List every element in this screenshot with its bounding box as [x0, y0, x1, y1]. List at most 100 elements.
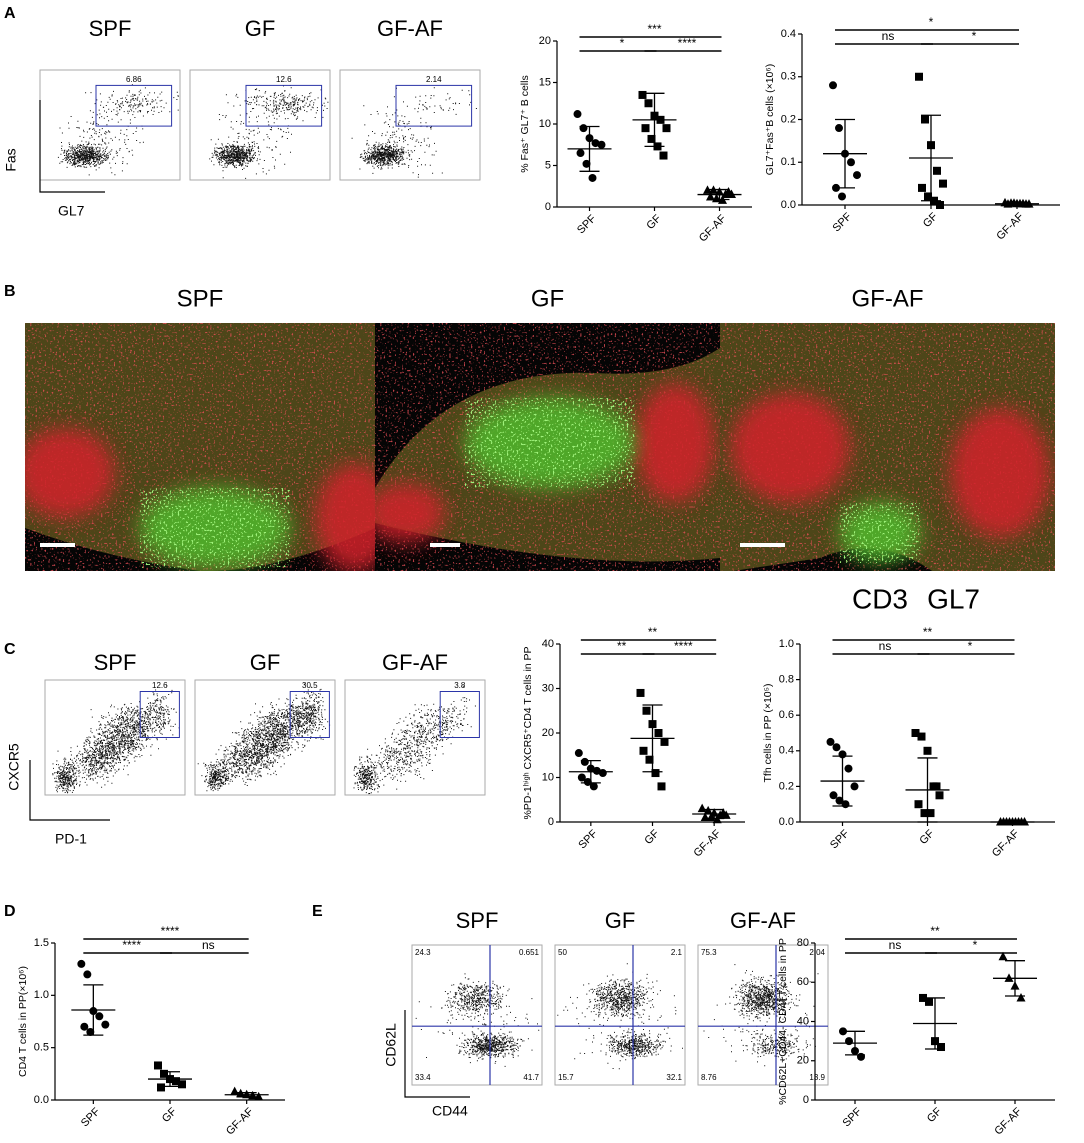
axis-bracket: [39, 100, 105, 193]
events: 3.8: [353, 681, 480, 795]
x-tick-label: GF-AF: [992, 1105, 1024, 1137]
data-point: [844, 764, 853, 773]
gate-value: 12.6: [152, 681, 168, 690]
y-tick-label: 60: [797, 976, 809, 988]
y-tick-label: 0.0: [779, 816, 794, 828]
gate-value: 3.8: [454, 681, 466, 690]
x-tick-label: GF: [917, 827, 936, 846]
significance-label: *: [620, 36, 625, 50]
micrograph: [375, 323, 720, 571]
y-tick-label: 20: [542, 727, 554, 739]
y-tick-label: 0.0: [34, 1094, 49, 1106]
data-point: [592, 766, 601, 775]
y-tick-label: 0.8: [779, 674, 794, 686]
micrograph: [25, 323, 375, 571]
cd3-zone: [375, 483, 445, 543]
data-point: [706, 192, 715, 201]
data-point: [1004, 973, 1014, 982]
image-title: GF-AF: [852, 285, 924, 312]
data-point: [853, 171, 861, 180]
x-tick-label: GF: [644, 212, 663, 231]
cell-events: [415, 973, 540, 1067]
error-bar: [921, 114, 941, 202]
significance-label: ****: [122, 938, 141, 952]
gl7-speckle: [465, 398, 635, 488]
x-tick-label: GF-AF: [692, 827, 724, 859]
gate-value: 12.6: [276, 75, 292, 84]
x-axis-label: GL7: [58, 203, 85, 219]
x-tick-label: GF-AF: [224, 1105, 256, 1137]
significance-label: **: [617, 639, 627, 653]
y-tick-label: 0.4: [781, 28, 796, 40]
data-point: [917, 732, 926, 741]
error-bar: [709, 188, 730, 201]
x-tick-label: GF-AF: [990, 827, 1022, 859]
data-point: [77, 959, 86, 968]
cell-events: [703, 964, 819, 1067]
data-point: [589, 782, 598, 791]
y-axis-label: GL7⁺Fas⁺B cells (×10⁶): [764, 64, 776, 175]
y-tick-label: 0: [545, 201, 551, 213]
image-title: GF: [531, 285, 564, 312]
speckle: [840, 503, 920, 563]
data-point: [577, 773, 586, 782]
y-tick-label: 1.0: [34, 989, 49, 1001]
quadrant-value: 0.651: [519, 948, 540, 957]
data-point: [915, 72, 923, 81]
data-point: [857, 1052, 865, 1061]
data-point: [703, 185, 712, 194]
data-point: [642, 706, 651, 715]
panel-label: D: [4, 903, 16, 920]
micrograph: [720, 323, 1055, 571]
gate: [245, 84, 323, 127]
x-tick-label: GF: [642, 827, 661, 846]
significance-label: ****: [161, 924, 180, 938]
gate: [395, 84, 473, 127]
y-tick-label: 5: [545, 159, 551, 171]
speckle: [140, 488, 290, 568]
significance-label: **: [930, 924, 940, 938]
data-point: [920, 809, 929, 818]
y-axis-label: % Fas⁺ GL7⁺ B cells: [519, 75, 531, 172]
y-tick-label: 0.2: [779, 780, 794, 792]
significance-label: ***: [647, 22, 661, 36]
significance-label: *: [929, 15, 934, 29]
data-point: [583, 777, 592, 786]
significance-label: ****: [678, 36, 697, 50]
gate: [139, 691, 180, 738]
data-point: [932, 782, 941, 791]
data-point: [95, 1012, 104, 1021]
significance-label: ns: [202, 938, 215, 952]
data-point: [574, 749, 583, 758]
data-point: [83, 970, 92, 979]
data-point: [659, 151, 668, 160]
legend-entry: CD3: [852, 583, 908, 614]
y-tick-label: 15: [539, 76, 551, 88]
data-point: [832, 743, 841, 752]
plot-frame: [39, 69, 181, 181]
data-point: [636, 688, 645, 697]
quadrant-value: 75.3: [701, 948, 717, 957]
y-tick-label: 1.5: [34, 937, 49, 949]
plot-title: SPF: [89, 16, 132, 41]
events: 6.86: [57, 75, 179, 176]
error-bar: [917, 757, 938, 823]
data-point: [835, 124, 843, 133]
y-tick-label: 0: [548, 816, 554, 828]
x-tick-label: SPF: [828, 828, 852, 852]
cell-events: [197, 683, 331, 792]
axis-bracket: [29, 760, 110, 821]
significance-label: *: [972, 29, 977, 43]
significance-label: *: [968, 639, 973, 653]
x-tick-label: GF-AF: [697, 212, 729, 244]
data-point: [644, 99, 653, 108]
data-point: [588, 173, 597, 182]
cell-events: [52, 685, 180, 794]
data-point: [933, 166, 941, 175]
data-point: [80, 1022, 89, 1031]
y-tick-label: 30: [542, 682, 554, 694]
y-tick-label: 0.2: [781, 113, 796, 125]
data-point: [1011, 817, 1020, 826]
data-point: [839, 1027, 847, 1036]
